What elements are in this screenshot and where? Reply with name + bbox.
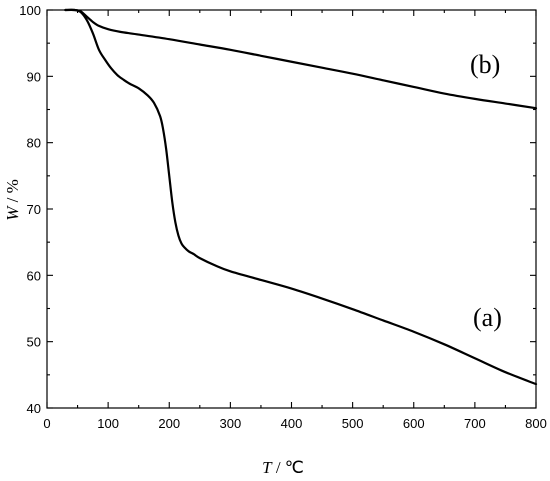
y-tick-label: 70 <box>27 202 41 217</box>
series-a-line <box>64 8 538 386</box>
x-tick-label: 500 <box>342 416 364 431</box>
x-tick-label: 700 <box>464 416 486 431</box>
x-tick-label: 800 <box>525 416 547 431</box>
y-axis-unit: / % <box>3 179 22 202</box>
curves-layer <box>64 8 538 386</box>
series-label-b: (b) <box>470 50 500 79</box>
y-tick-label: 50 <box>27 335 41 350</box>
x-axis-unit: / ℃ <box>276 458 304 477</box>
ticks-layer: 0 100 200 300 400 500 600 700 800 40 50 60 70 80 90 100 <box>19 3 547 431</box>
plot-frame <box>46 9 537 409</box>
x-tick-label: 0 <box>43 416 50 431</box>
x-tick-label: 600 <box>403 416 425 431</box>
y-tick-label: 90 <box>27 69 41 84</box>
x-axis-title: T / ℃ <box>262 458 304 477</box>
x-tick-label: 400 <box>281 416 303 431</box>
x-tick-label: 200 <box>158 416 180 431</box>
x-tick-label: 100 <box>97 416 119 431</box>
y-tick-label: 100 <box>19 3 41 18</box>
y-tick-label: 40 <box>27 401 41 416</box>
series-label-a: (a) <box>473 303 502 332</box>
y-tick-label: 60 <box>27 268 41 283</box>
y-axis-title: W / % <box>3 179 22 221</box>
y-tick-label: 80 <box>27 136 41 151</box>
series-b-line <box>64 8 538 110</box>
y-axis-var: W <box>3 205 22 221</box>
x-axis-var: T <box>262 458 273 477</box>
x-tick-label: 300 <box>220 416 242 431</box>
